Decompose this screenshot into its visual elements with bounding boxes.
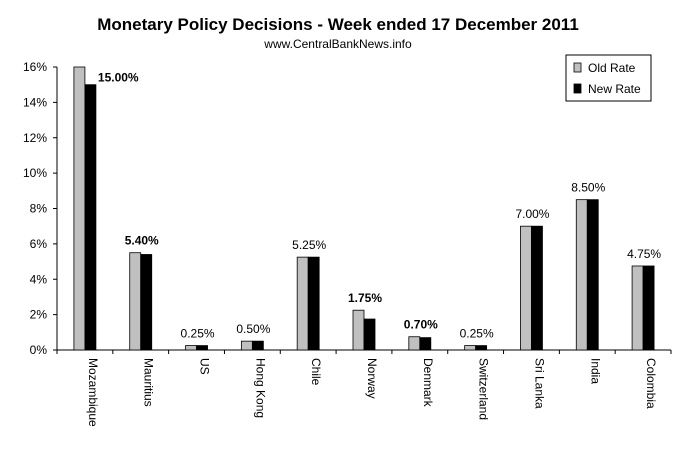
- y-tick-label: 8%: [30, 202, 48, 216]
- y-tick-label: 2%: [30, 308, 48, 322]
- bar-new-rate: [140, 254, 153, 351]
- x-tick-label: Mozambique: [86, 358, 100, 427]
- data-label: 8.50%: [571, 181, 605, 195]
- bar-new-rate: [251, 340, 264, 351]
- x-tick-label: Switzerland: [477, 358, 491, 420]
- bar-old-rate: [408, 336, 421, 351]
- x-tick-label: US: [198, 358, 212, 375]
- x-tick-label: India: [588, 358, 602, 384]
- y-tick-label: 6%: [30, 237, 48, 251]
- legend-swatch: [573, 62, 582, 73]
- y-tick-label: 4%: [30, 272, 48, 286]
- x-tick-label: Hong Kong: [253, 358, 267, 418]
- y-tick-label: 16%: [23, 60, 47, 74]
- bar-old-rate: [631, 265, 644, 351]
- plot-area: 0% 2% 4% 6% 8% 10% 12% 14% 16% 15.00% Mozambique 5.…: [23, 54, 672, 427]
- data-label: 1.75%: [348, 291, 382, 305]
- x-tick-label: Mauritius: [142, 358, 156, 407]
- bar-old-rate: [296, 256, 309, 351]
- chart-subtitle: www.CentralBankNews.info: [263, 37, 412, 51]
- x-tick-label: Denmark: [421, 358, 435, 408]
- data-label: 0.50%: [236, 322, 270, 336]
- bar-new-rate: [586, 199, 599, 351]
- bar-old-rate: [129, 252, 142, 351]
- legend-swatch: [573, 83, 582, 94]
- bar-new-rate: [84, 84, 97, 351]
- legend-label: Old Rate: [588, 61, 636, 75]
- bar-new-rate: [196, 345, 208, 351]
- data-label: 0.70%: [404, 318, 438, 332]
- bar-old-rate: [575, 199, 588, 351]
- y-tick-label: 14%: [23, 95, 47, 109]
- bar-new-rate: [642, 265, 655, 351]
- bar-old-rate: [464, 345, 477, 351]
- bar-new-rate: [419, 337, 432, 351]
- x-tick-label: Sri Lanka: [532, 358, 546, 409]
- legend-label: New Rate: [588, 82, 641, 96]
- bar-new-rate: [475, 345, 488, 351]
- bar-new-rate: [363, 318, 376, 351]
- bar-old-rate: [185, 345, 197, 351]
- data-label: 15.00%: [98, 71, 139, 85]
- chart-title: Monetary Policy Decisions - Week ended 1…: [97, 15, 579, 34]
- data-label: 5.40%: [125, 234, 159, 248]
- data-label: 0.25%: [181, 327, 215, 341]
- data-label: 5.25%: [292, 238, 326, 252]
- bar-old-rate: [73, 66, 86, 351]
- y-tick-label: 10%: [23, 166, 47, 180]
- x-tick-label: Colombia: [644, 358, 658, 409]
- data-label: 0.25%: [460, 327, 494, 341]
- data-label: 4.75%: [627, 247, 661, 261]
- bar-old-rate: [240, 340, 253, 351]
- y-tick-label: 12%: [23, 131, 47, 145]
- bar-new-rate: [531, 225, 543, 351]
- bar-old-rate: [352, 309, 365, 351]
- x-tick-label: Norway: [365, 358, 379, 399]
- y-tick-label: 0%: [30, 343, 48, 357]
- data-label: 7.00%: [515, 207, 549, 221]
- bar-old-rate: [520, 225, 532, 351]
- x-tick-label: Chile: [309, 358, 323, 386]
- bar-new-rate: [307, 256, 320, 351]
